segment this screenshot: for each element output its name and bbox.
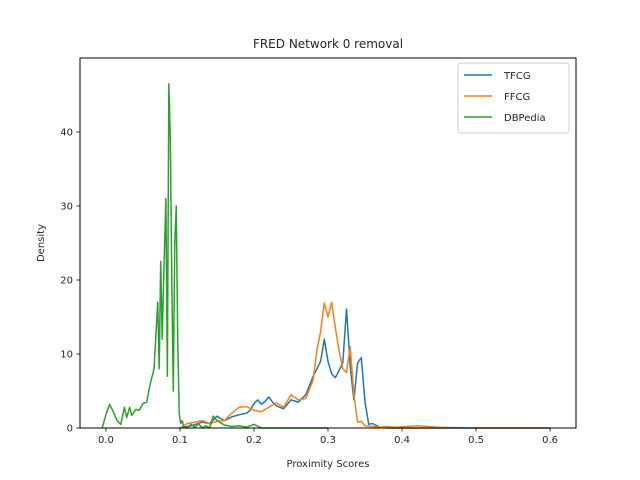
- legend: TFCG FFCG DBPedia: [457, 62, 570, 134]
- x-tick-label: 0.0: [98, 435, 114, 446]
- x-tick-label: 0.5: [468, 435, 484, 446]
- y-tick-label: 30: [60, 202, 73, 213]
- y-tick-label: 10: [60, 350, 73, 361]
- legend-label-ffcg: FFCG: [504, 92, 530, 103]
- x-tick-label: 0.6: [542, 435, 558, 446]
- legend-label-tfcg: TFCG: [503, 71, 531, 82]
- chart-title: FRED Network 0 removal: [253, 37, 403, 51]
- legend-box: [457, 62, 570, 134]
- series-line-tfcg: [179, 308, 551, 429]
- x-axis: 0.0 0.1 0.2 0.3 0.4 0.5 0.6: [98, 428, 558, 446]
- x-tick-label: 0.3: [320, 435, 336, 446]
- plot-area: [101, 83, 551, 429]
- series-line-dbpedia: [101, 83, 328, 429]
- y-tick-label: 40: [60, 128, 73, 139]
- x-axis-label: Proximity Scores: [286, 459, 369, 470]
- x-tick-label: 0.2: [246, 435, 262, 446]
- x-tick-label: 0.4: [394, 435, 410, 446]
- y-tick-label: 20: [60, 276, 73, 287]
- series-line-ffcg: [179, 301, 551, 429]
- x-tick-label: 0.1: [172, 435, 188, 446]
- legend-label-dbpedia: DBPedia: [504, 113, 546, 124]
- y-tick-label: 0: [67, 424, 73, 435]
- y-axis-label: Density: [36, 224, 47, 262]
- y-axis: 0 10 20 30 40: [60, 128, 80, 435]
